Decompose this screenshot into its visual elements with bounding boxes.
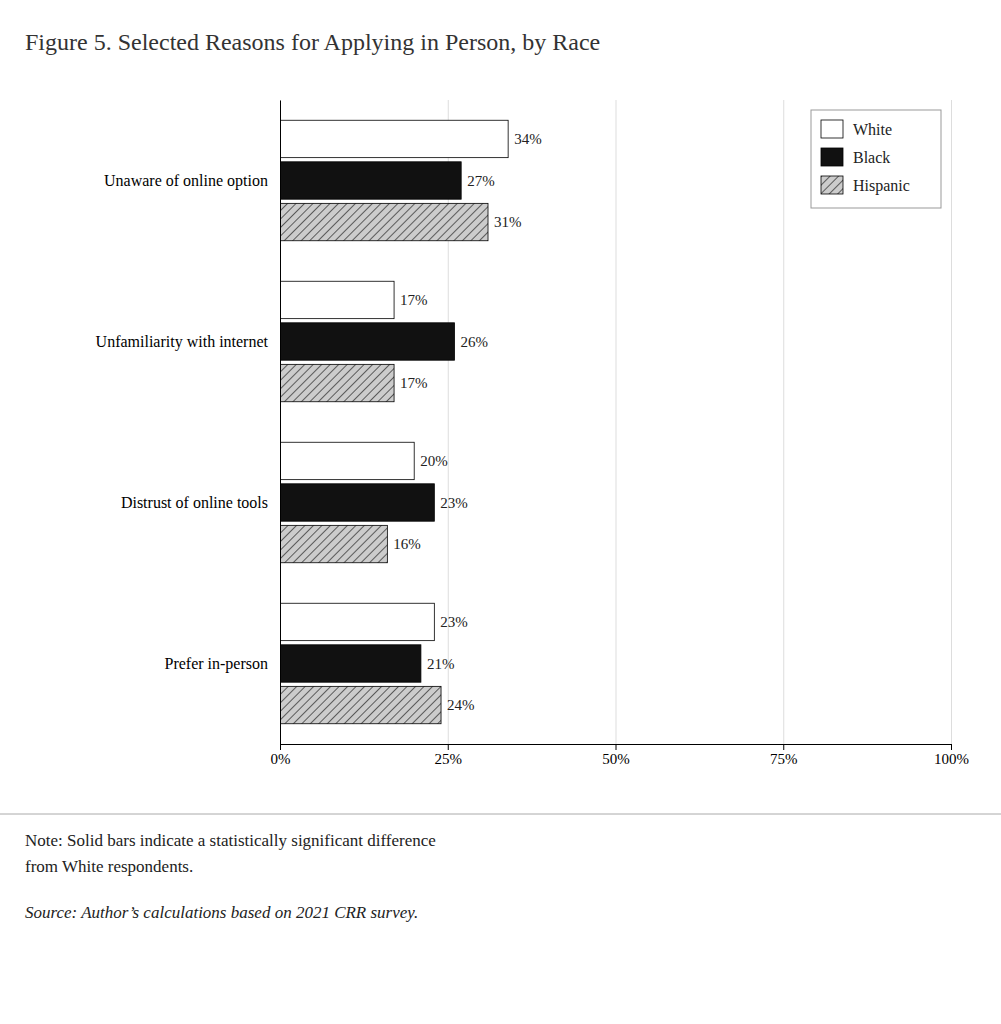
legend-swatch [821,148,843,166]
bars [280,120,508,723]
x-tick-label: 25% [435,751,463,767]
legend-label: Black [853,149,890,166]
y-tick: Distrust of online tools [121,494,280,511]
bar [280,603,434,640]
y-tick-label: Unaware of online option [104,172,268,190]
grid-line [951,100,952,744]
annotation: Note: Solid bars indicate a statisticall… [25,831,436,850]
y-axis-line [280,101,281,745]
plot-area: 34% 27% 31% 17% 26% 17% 20% 23% 16% 23% 21% 24% 0% 25… [96,100,969,767]
y-tick-label: Distrust of online tools [121,494,268,511]
x-tick-mark [616,744,617,750]
grid-tick [951,100,952,744]
y-tick: Unaware of online option [104,172,280,190]
x-tick: 0% [271,744,291,767]
bar [280,364,394,401]
y-tick-label: Unfamiliarity with internet [96,333,269,351]
legend-item: Black [821,148,890,166]
data-labels: 34% 27% 31% 17% 26% 17% 20% 23% 16% 23% 21% 24% [393,131,541,713]
bar [280,484,434,521]
x-tick-label: 0% [271,751,291,767]
legend-label: White [853,121,892,138]
data-label: 23% [440,614,468,630]
legend-frame [811,110,941,208]
grid-tick [280,100,281,744]
data-label: 23% [440,495,468,511]
legend-item: White [821,120,892,138]
x-tick-label: 100% [934,751,969,767]
x-tick: 25% [435,744,463,767]
x-axis: 0% 25% 50% 75% 100% [271,744,970,767]
x-tick-mark [280,744,281,750]
separator [0,814,1001,815]
annotation: from White respondents. [25,857,193,876]
data-label: 17% [400,375,428,391]
data-label: 34% [514,131,542,147]
legend-swatch [821,176,843,194]
legend-label: Hispanic [853,177,910,195]
grid-tick [783,100,784,744]
bar [280,203,488,240]
data-label: 31% [494,214,522,230]
data-label: 16% [393,536,421,552]
y-axis: Unaware of online option Unfamiliarity wi… [96,101,281,745]
y-tick: Prefer in-person [164,655,280,673]
bar [280,645,421,682]
grid [281,100,952,744]
bar [280,120,508,157]
y-tick-label: Prefer in-person [164,655,268,673]
y-tick: Unfamiliarity with internet [96,333,280,351]
x-tick-mark [951,744,952,750]
legend: White Black Hispanic [811,110,941,208]
x-tick-label: 75% [770,751,798,767]
data-label: 26% [460,334,488,350]
data-label: 21% [427,656,455,672]
chart-title: Figure 5. Selected Reasons for Applying … [25,29,600,55]
legend-swatch [821,120,843,138]
x-tick: 50% [602,744,630,767]
grid-line [616,100,617,744]
data-label: 17% [400,292,428,308]
x-tick-label: 50% [602,751,630,767]
grid-line [783,100,784,744]
grid-tick [616,100,617,744]
bar [280,162,461,199]
bar [280,686,441,723]
x-tick-mark [448,744,449,750]
legend-item: Hispanic [821,176,910,195]
chart-svg: Figure 5. Selected Reasons for Applying … [0,0,1001,1024]
grid-line [280,100,281,744]
x-tick-mark [783,744,784,750]
x-axis-line [281,745,952,751]
bar [280,442,414,479]
bar [280,281,394,318]
bar [280,323,454,360]
annotation: Source: Author’s calculations based on 2… [25,903,418,922]
x-tick: 100% [934,744,969,767]
data-label: 27% [467,173,495,189]
bar [280,525,387,562]
data-label: 24% [447,697,475,713]
data-label: 20% [420,453,448,469]
x-tick: 75% [770,744,798,767]
